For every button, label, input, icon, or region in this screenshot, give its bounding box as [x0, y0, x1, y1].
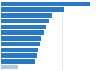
Bar — [1, 42, 40, 47]
Bar — [1, 13, 52, 18]
Bar — [1, 24, 46, 29]
Bar — [1, 36, 41, 41]
Bar — [1, 1, 90, 6]
Bar — [1, 59, 35, 64]
Bar — [1, 30, 44, 35]
Bar — [1, 7, 64, 12]
Bar — [1, 65, 18, 70]
Bar — [1, 19, 49, 24]
Bar — [1, 47, 38, 52]
Bar — [1, 53, 37, 58]
